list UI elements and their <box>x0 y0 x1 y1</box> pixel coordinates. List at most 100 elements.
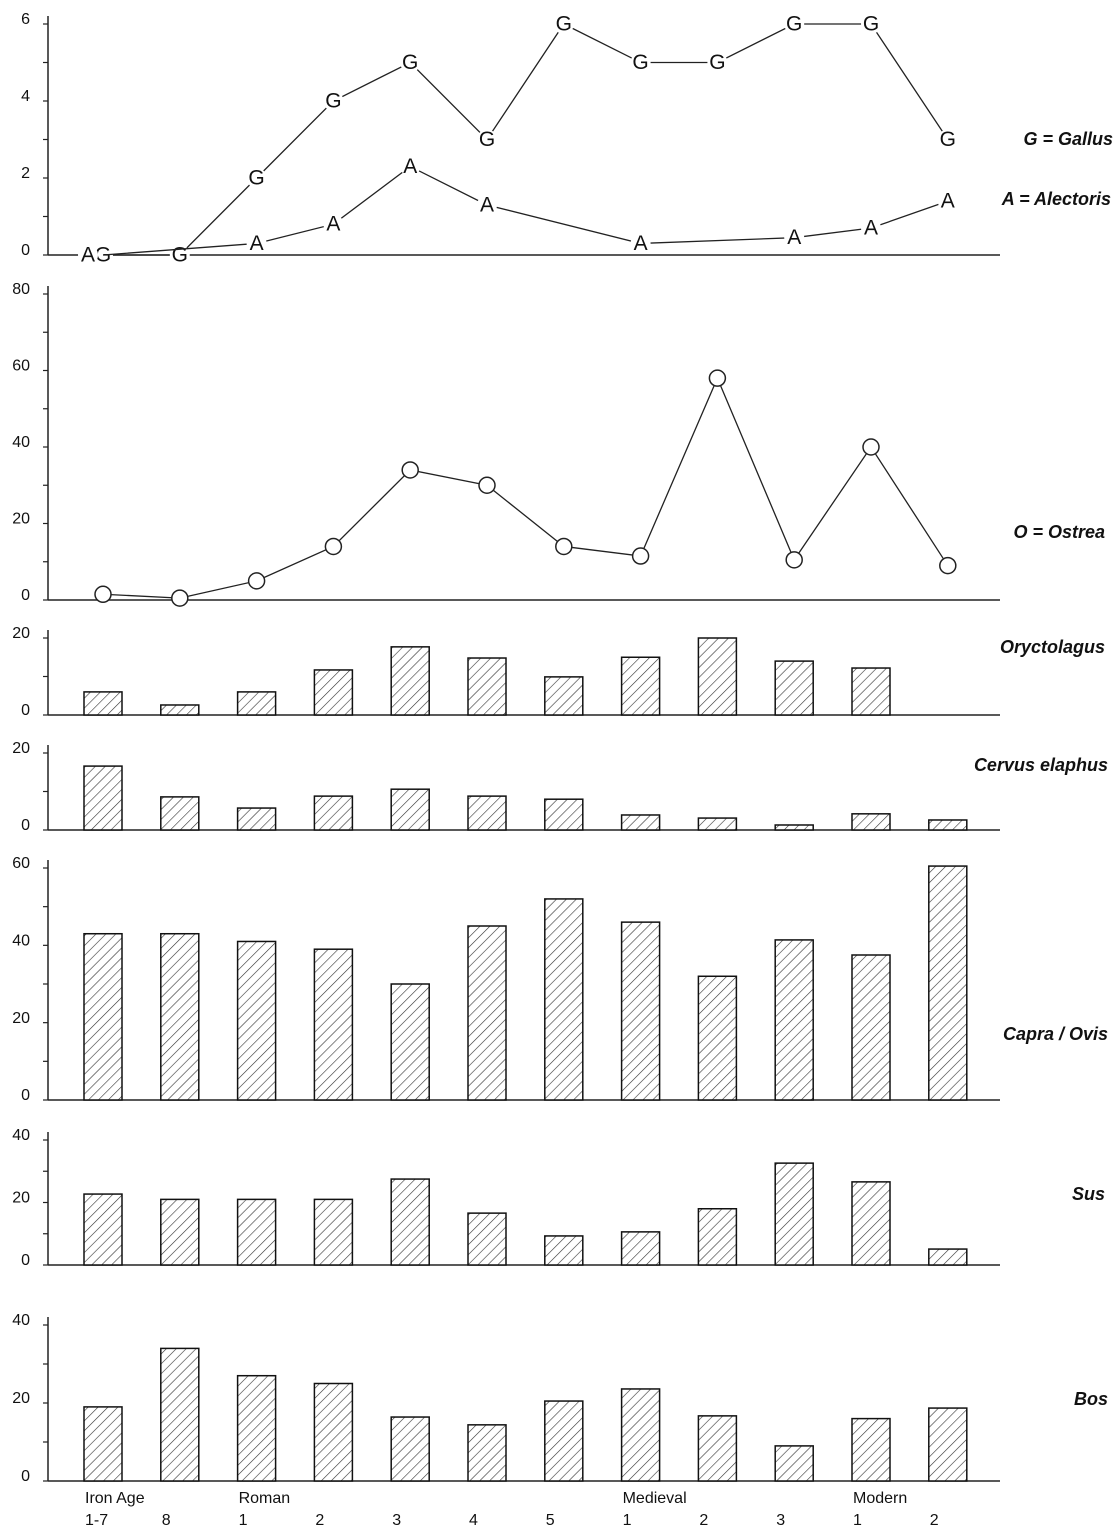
period-label: Iron Age <box>85 1490 145 1507</box>
marker: A <box>634 232 648 255</box>
marker: G <box>325 90 341 113</box>
marker <box>325 538 341 554</box>
bar <box>622 815 660 830</box>
bar <box>314 1199 352 1265</box>
bar <box>468 796 506 830</box>
bar <box>852 1182 890 1265</box>
bar <box>852 955 890 1100</box>
period-label: Roman <box>239 1490 291 1507</box>
marker: A <box>864 217 878 240</box>
marker: G <box>786 13 802 36</box>
marker <box>786 552 802 568</box>
species-label: Capra / Ovis <box>1003 1024 1108 1044</box>
y-tick-label: 0 <box>21 1252 30 1269</box>
bar <box>852 1419 890 1481</box>
legend-label: A = Alectoris <box>1001 189 1111 209</box>
bar <box>238 941 276 1100</box>
legend-label: O = Ostrea <box>1013 522 1105 542</box>
x-tick-label: 2 <box>930 1512 939 1529</box>
y-tick-label: 60 <box>12 358 30 375</box>
bar <box>468 658 506 715</box>
bar <box>775 1163 813 1265</box>
bar <box>929 866 967 1100</box>
marker: A <box>326 213 340 236</box>
period-label: Medieval <box>623 1490 687 1507</box>
marker <box>95 586 111 602</box>
legend-label: G = Gallus <box>1023 129 1113 149</box>
bar <box>775 1446 813 1481</box>
bar <box>314 949 352 1100</box>
y-tick-label: 0 <box>21 587 30 604</box>
species-label: Sus <box>1072 1184 1105 1204</box>
y-tick-label: 40 <box>12 1312 30 1329</box>
marker: A <box>403 155 417 178</box>
bar <box>468 926 506 1100</box>
marker <box>556 538 572 554</box>
y-tick-label: 20 <box>12 1390 30 1407</box>
y-tick-label: 6 <box>21 11 30 28</box>
y-tick-label: 0 <box>21 1087 30 1104</box>
bar <box>84 1194 122 1265</box>
bar <box>161 705 199 715</box>
y-tick-label: 2 <box>21 165 30 182</box>
marker: G <box>632 51 648 74</box>
y-tick-label: 20 <box>12 740 30 757</box>
chart: 0246GGGGGGGGGGGGG = GallusAAAAAAAAAA = A… <box>0 0 1116 1531</box>
y-tick-label: 4 <box>21 88 30 105</box>
bar <box>161 934 199 1100</box>
marker: G <box>479 128 495 151</box>
y-tick-label: 20 <box>12 1010 30 1027</box>
marker <box>709 370 725 386</box>
x-tick-label: 1 <box>239 1512 248 1529</box>
page: {"chart_data": [ {"type": "line", "ylim"… <box>0 0 1116 1531</box>
bar <box>468 1213 506 1265</box>
bar <box>545 799 583 830</box>
x-tick-label: 4 <box>469 1512 478 1529</box>
marker <box>863 439 879 455</box>
x-tick-label: 3 <box>776 1512 785 1529</box>
bar <box>698 976 736 1100</box>
x-tick-label: 5 <box>546 1512 555 1529</box>
y-tick-label: 0 <box>21 817 30 834</box>
marker <box>479 477 495 493</box>
marker: G <box>248 167 264 190</box>
x-tick-label: 3 <box>392 1512 401 1529</box>
bar <box>391 1179 429 1265</box>
x-tick-label: 1-7 <box>85 1512 108 1529</box>
bar <box>852 668 890 715</box>
bar <box>698 1209 736 1265</box>
bar <box>161 1348 199 1481</box>
marker: G <box>940 128 956 151</box>
bar <box>545 1236 583 1265</box>
bar <box>775 940 813 1100</box>
marker: A <box>81 244 95 267</box>
species-label: Cervus elaphus <box>974 755 1108 775</box>
y-tick-label: 40 <box>12 933 30 950</box>
bar <box>391 984 429 1100</box>
marker <box>172 590 188 606</box>
y-tick-label: 0 <box>21 1468 30 1485</box>
marker: G <box>172 244 188 267</box>
x-tick-label: 1 <box>853 1512 862 1529</box>
bar <box>622 1389 660 1481</box>
y-tick-label: 40 <box>12 1127 30 1144</box>
bar <box>622 922 660 1100</box>
x-tick-label: 1 <box>623 1512 632 1529</box>
marker: A <box>480 193 494 216</box>
series-line <box>103 166 948 255</box>
marker: A <box>787 226 801 249</box>
x-tick-label: 2 <box>315 1512 324 1529</box>
y-tick-label: 20 <box>12 625 30 642</box>
y-tick-label: 60 <box>12 855 30 872</box>
series-line <box>103 378 948 598</box>
bar <box>545 677 583 715</box>
y-tick-label: 40 <box>12 434 30 451</box>
bar <box>84 766 122 830</box>
marker: G <box>402 51 418 74</box>
bar <box>391 647 429 715</box>
bar <box>929 1408 967 1481</box>
marker: A <box>941 190 955 213</box>
marker <box>249 573 265 589</box>
bar <box>698 638 736 715</box>
bar <box>314 670 352 715</box>
